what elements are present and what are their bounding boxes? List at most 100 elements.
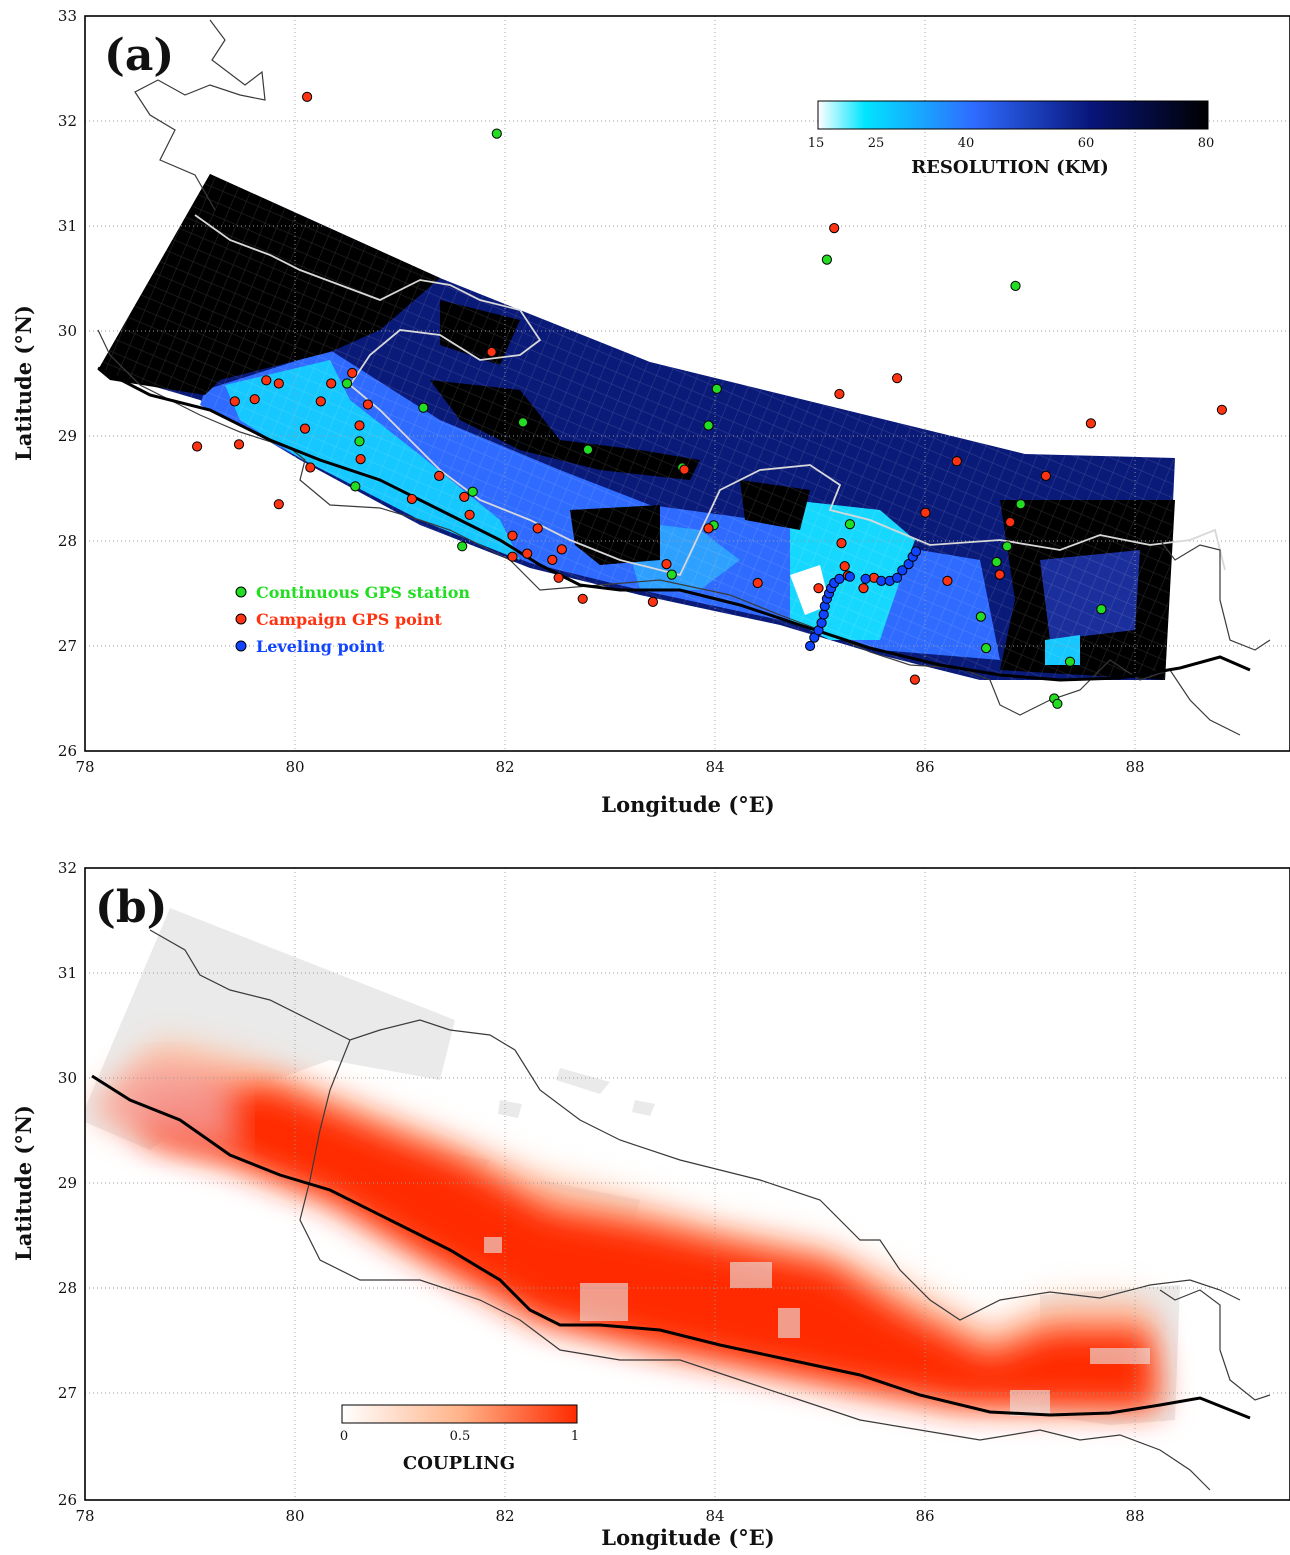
legend-label-leveling: Leveling point [256, 637, 385, 656]
continuous-gps-station-marker [1002, 541, 1013, 552]
mask-patch-8 [778, 1308, 800, 1338]
panel-b-x-ticks: 78 80 82 84 86 88 [75, 1507, 1144, 1525]
campaign-gps-point-marker [459, 491, 470, 502]
y-tick-label: 27 [58, 1384, 77, 1402]
legend: Continuous GPS station Campaign GPS poin… [235, 583, 470, 656]
panel-a-label: (a) [104, 30, 174, 81]
x-tick-label: 78 [75, 758, 94, 776]
x-tick-label: 86 [915, 758, 934, 776]
continuous-gps-station-marker [517, 417, 529, 428]
resolution-colorbar-ramp [817, 100, 1209, 130]
mesh-triangle-overlay [98, 174, 1175, 680]
continuous-gps-station-marker [1015, 499, 1026, 510]
panel-a-borders [97, 19, 1271, 736]
mask-patch-11 [1090, 1348, 1150, 1364]
campaign-gps-point-marker [434, 470, 445, 481]
campaign-gps-point-marker [192, 441, 203, 452]
border-nepal-china [194, 214, 1226, 577]
campaign-gps-point-marker [858, 583, 869, 594]
border-southern [97, 329, 1241, 736]
campaign-gps-point-marker [406, 493, 417, 505]
x-tick-label: 86 [915, 1507, 934, 1525]
mask-patch-3 [632, 1100, 655, 1116]
mask-patch-10 [1010, 1390, 1050, 1416]
legend-label-campaign-gps: Campaign GPS point [256, 610, 442, 629]
campaign-gps-point-marker [507, 530, 518, 541]
campaign-gps-point-marker [661, 559, 672, 570]
colorbar-tick-label: 0.5 [450, 1429, 471, 1444]
campaign-gps-point-marker [522, 548, 533, 559]
panel-a-x-axis-title: Longitude (°E) [601, 792, 774, 817]
leveling-point-marker [860, 573, 871, 584]
campaign-gps-point-marker [839, 561, 850, 572]
y-tick-label: 30 [58, 1069, 77, 1087]
campaign-gps-point-marker [299, 423, 311, 434]
x-tick-label: 82 [495, 1507, 514, 1525]
legend-label-continuous-gps: Continuous GPS station [256, 583, 470, 602]
leveling-point-marker [897, 565, 908, 576]
continuous-gps-station-marker [703, 420, 714, 431]
border-bhutan-east [1159, 539, 1271, 651]
y-tick-label: 29 [58, 427, 77, 445]
panel-b-borders [91, 929, 1271, 1491]
campaign-gps-point-marker [836, 538, 847, 549]
colorbar-tick-label: 25 [868, 136, 885, 151]
panel-a-y-ticks: 26 27 28 29 30 31 32 33 [58, 7, 77, 760]
campaign-gps-point-marker [834, 388, 845, 400]
border-east [1159, 1289, 1271, 1401]
colorbar-tick-label: 15 [808, 136, 825, 151]
campaign-gps-point-marker [273, 499, 284, 510]
campaign-gps-point-marker [703, 523, 714, 534]
panel-b-map: 78 80 82 84 86 88 26 27 28 29 30 31 32 L… [11, 859, 1290, 1550]
x-tick-label: 88 [1125, 758, 1144, 776]
continuous-gps-station-marker [354, 436, 365, 447]
panel-a-frame [84, 15, 1290, 752]
continuous-gps-station-marker [1096, 604, 1107, 615]
main-frontal-thrust-b [91, 1074, 1251, 1420]
resolution-colorbar-ticks: 15 25 40 60 80 [808, 136, 1215, 151]
campaign-gps-point-marker [679, 464, 690, 475]
mask-patch-9 [484, 1237, 502, 1253]
border-india-china [134, 19, 266, 211]
coupling-colorbar-title: COUPLING [403, 1453, 515, 1474]
legend-marker-campaign-gps [235, 613, 247, 625]
colorbar-tick-label: 0 [340, 1429, 348, 1444]
continuous-gps-station-marker [1064, 656, 1076, 667]
border-north [149, 929, 1241, 1321]
leveling-point-marker [876, 575, 887, 587]
campaign-gps-point-marker [507, 551, 518, 562]
mask-patch-2 [498, 1100, 522, 1118]
survey-points [192, 91, 1228, 709]
resolution-colorbar-title: RESOLUTION (KM) [911, 157, 1109, 178]
campaign-gps-point-marker [486, 346, 497, 358]
campaign-gps-point-marker [532, 523, 543, 534]
campaign-gps-point-marker [355, 454, 366, 465]
campaign-gps-point-marker [829, 223, 840, 234]
continuous-gps-station-marker [1052, 698, 1063, 709]
x-tick-label: 80 [285, 758, 304, 776]
colorbar-tick-label: 1 [571, 1429, 579, 1444]
campaign-gps-point-marker [547, 554, 558, 566]
leveling-point-marker [805, 640, 816, 652]
campaign-gps-point-marker [305, 462, 316, 473]
campaign-gps-point-marker [464, 509, 475, 520]
coupling-colorbar: 0 0.5 1 COUPLING [340, 1404, 579, 1474]
campaign-gps-point-marker [1216, 404, 1228, 415]
continuous-gps-station-marker [1010, 280, 1021, 291]
leveling-point-marker [816, 617, 827, 629]
campaign-gps-point-marker [1005, 517, 1016, 528]
leveling-point-marker [844, 571, 856, 582]
continuous-gps-station-marker [666, 569, 677, 580]
coupling-colorbar-ramp [341, 1404, 578, 1424]
y-tick-label: 31 [58, 217, 77, 235]
continuous-gps-station-marker [491, 128, 502, 139]
campaign-gps-point-marker [261, 375, 272, 386]
continuous-gps-station-marker [711, 383, 722, 394]
leveling-point-marker [818, 609, 829, 620]
continuous-gps-station-marker [467, 486, 478, 497]
continuous-gps-station-marker [582, 444, 594, 455]
panel-b-grid [85, 868, 1290, 1500]
x-tick-label: 82 [495, 758, 514, 776]
campaign-gps-point-marker [813, 583, 824, 594]
panel-b-label: (b) [95, 882, 167, 933]
